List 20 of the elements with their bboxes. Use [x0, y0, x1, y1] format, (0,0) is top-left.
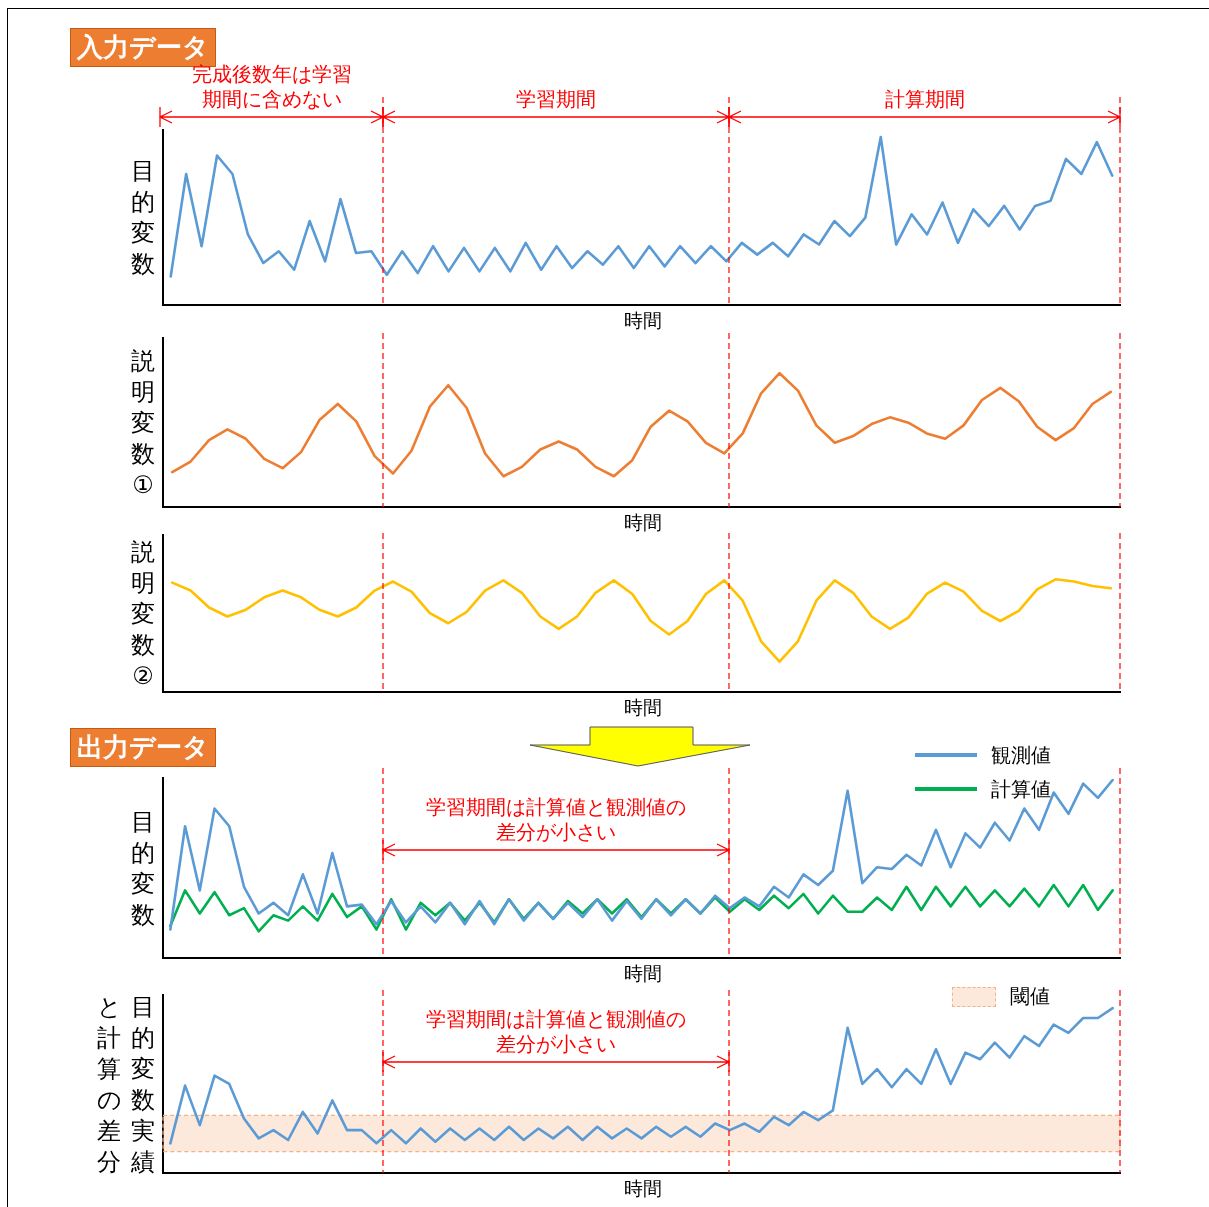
- x-axis-title: 時間: [623, 511, 662, 535]
- x-axis-title: 時間: [623, 309, 662, 333]
- annotation: 学習期間は計算値と観測値の差分が小さい: [425, 795, 687, 845]
- chart-title: 入力データ: [77, 32, 209, 62]
- y-axis-title: 目的変数: [130, 806, 156, 930]
- legend-label: 観測値: [991, 742, 1051, 768]
- y-axis-title: 目的変数: [130, 156, 156, 279]
- chart-title: 出力データ: [70, 728, 216, 767]
- legend-label: 計算値: [991, 776, 1051, 802]
- x-axis-title: 時間: [623, 1177, 662, 1201]
- y-axis-title: 説明変数①: [130, 345, 156, 500]
- text: 学習期間: [515, 87, 597, 112]
- text: 計算期間: [883, 87, 966, 112]
- x-axis-title: 時間: [623, 696, 662, 720]
- annotation: 学習期間は計算値と観測値の差分が小さい: [425, 1007, 687, 1057]
- x-axis-title: 時間: [623, 962, 662, 986]
- text: 完成後数年は学習期間に含めない: [190, 62, 353, 112]
- y-axis-title: 説明変数②: [130, 536, 156, 691]
- legend-label: 閾値: [1010, 984, 1050, 1009]
- text: 目的変数実績と計算の差分: [96, 992, 155, 1175]
